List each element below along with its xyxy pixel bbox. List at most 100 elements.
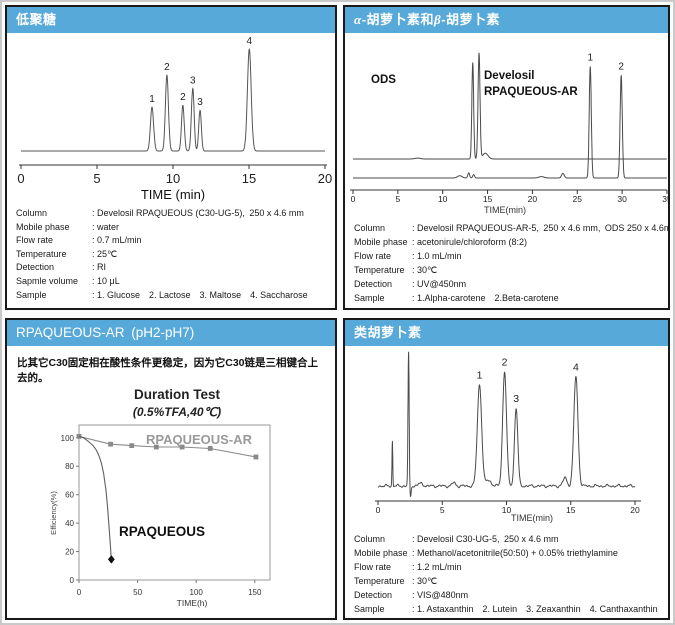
spec-value: : 1.0 mL/min [412,251,462,261]
x-tick-label: 100 [189,588,203,597]
spec-value: : VIS@480nm [412,590,469,600]
peak-label: 2 [180,92,186,103]
x-tick-label: 15 [566,505,576,515]
spec-row: Detection : RI [16,261,335,275]
time-axis-label: TIME(h) [177,598,208,608]
spec-value: : 1. Glucose 2. Lactose 3. Maltose 4. Sa… [92,289,308,300]
carotenoids-trace [377,351,636,497]
spec-label: Flow rate [354,562,392,572]
y-tick-label: 20 [65,548,74,557]
y-tick-label: 100 [61,434,75,443]
peak-label: 1 [477,370,483,382]
x-tick-label: 5 [93,171,100,186]
x-tick-label: 5 [395,194,400,204]
x-tick-label: 15 [242,171,256,186]
ar-data-marker [76,433,82,439]
spec-label: Sample [354,604,385,614]
peak-label: 3 [190,75,196,86]
panel-body-duration: 比其它C30固定相在酸性条件更稳定，因为它C30链是三相键合上去的。 Durat… [7,346,335,618]
spec-row: Mobile phase: Methanol/acetonitrile(50:5… [354,546,668,560]
spec-value: : 0.7 mL/min [92,235,142,246]
spec-row: Flow rate : 1.0 mL/min [354,249,668,263]
spec-row: Mobile phase : acetonirule/chloroform (8:… [354,235,668,249]
spec-label: Temperature [354,576,405,586]
time-axis-label: TIME(min) [484,205,526,215]
spec-row: Sample: 1.Alpha-carotene 2.Beta-carotene [354,291,668,305]
spec-table-oligosaccharides: Column : Develosil RPAQUEOUS (C30-UG-5), … [7,207,335,302]
x-tick-label: 150 [248,588,262,597]
x-tick-label: 50 [133,588,142,597]
y-tick-label: 40 [65,519,74,528]
panel-title-alpha: α [354,12,362,27]
spec-label: Detection [16,262,55,273]
spec-value: : Develosil C30-UG-5, 250 x 4.6 mm [412,534,559,544]
oligo-trace [20,48,326,152]
spec-row: Detection: UV@450nm [354,277,668,291]
spec-row: Flow rate : 1.2 mL/min [354,560,668,574]
rpaqueous-ar-label: RPAQUEOUS-AR [146,432,253,447]
spec-label: Mobile phase [354,548,408,558]
spec-value: : RI [92,262,107,273]
x-tick-label: 10 [438,194,448,204]
spec-value: : 30℃ [412,576,438,586]
ar-data-marker [253,454,259,460]
panel-title-tail: -胡萝卜素 [441,12,501,27]
x-tick-label: 35 [662,194,668,204]
spec-row: Sample: 1. Glucose 2. Lactose 3. Maltose… [16,289,335,303]
peak-label: 4 [247,36,253,47]
carotene-comparison-chromatogram: 1205101520253035TIME(min)ODSDevelosilRPA… [350,52,668,215]
spec-label: Mobile phase [16,221,70,232]
spec-label: Flow rate [354,251,392,261]
rpaqueous-endpoint-marker [107,555,115,564]
time-axis-label: TIME(min) [511,513,553,523]
panel-header-duration: RPAQUEOUS-AR (pH2-pH7) [7,320,335,346]
series-line-rpaqueous [78,435,112,560]
y-tick-label: 0 [70,576,75,585]
panel-title-oligosaccharides: 低聚糖 [16,12,57,27]
spec-label: Column [354,223,386,233]
y-tick-label: 80 [65,462,74,471]
x-tick-label: 0 [17,171,24,186]
panel-title-beta: β [434,12,442,27]
time-axis-label: TIME (min) [141,187,205,202]
x-tick-label: 10 [502,505,512,515]
spec-label: Detection [354,279,393,289]
spec-label: Column [16,208,48,218]
x-tick-label: 20 [630,505,640,515]
spec-value: : acetonirule/chloroform (8:2) [412,237,528,247]
ods-series-label: ODS [371,74,396,86]
ar-data-marker [179,444,185,450]
spec-value: : Develosil RPAQUEOUS (C30-UG-5), 250 x … [92,208,304,218]
spec-row: Temperature: 30℃ [354,263,668,277]
ar-data-marker [153,444,159,450]
peak-label: 1 [587,52,593,63]
peak-label: 2 [502,357,508,369]
spec-row: Temperature: 25℃ [16,248,335,262]
carotenoids-chromatogram: 0 5 10 15 20 1 2 3 4 TIME(min) [375,351,641,523]
ar-data-marker [207,446,213,451]
peak-label: 3 [197,97,203,108]
spec-label: Detection [354,590,393,600]
spec-value: : 1.Alpha-carotene 2.Beta-carotene [412,293,559,303]
peak-label: 3 [513,393,519,405]
spec-row: Column: Develosil C30-UG-5, 250 x 4.6 mm [354,532,668,546]
spec-row: Column : Develosil RPAQUEOUS (C30-UG-5), … [16,207,335,221]
panel-title-duration: RPAQUEOUS-AR (pH2-pH7) [16,325,195,340]
spec-row: Sapmle volume: 10 μL [16,275,335,289]
spec-row: Sample: 1. Astaxanthin 2. Lutein 3. Zeax… [354,602,668,616]
x-tick-label: 5 [440,505,445,515]
panel-body-oligosaccharides: 0 5 10 15 20 1 2 2 3 3 4 TIME (min) Column: Develos… [7,33,335,308]
panel-body-carotene: 1205101520253035TIME(min)ODSDevelosilRPA… [345,33,668,308]
spec-label: Mobile phase [354,237,408,247]
plot-frame [78,424,271,581]
panel-carotenoids: 类胡萝卜素 0 5 10 15 20 1 2 3 4 TIME(min) Column: Deve… [343,318,670,620]
spec-label: Flow rate [16,235,54,246]
x-tick-label: 0 [351,194,356,204]
x-tick-label: 30 [617,194,627,204]
duration-subtitle: (0.5%TFA,40℃) [133,405,221,419]
spec-value: : 25℃ [92,248,118,259]
spec-value: : 1.2 mL/min [412,562,462,572]
x-tick-label: 25 [573,194,583,204]
